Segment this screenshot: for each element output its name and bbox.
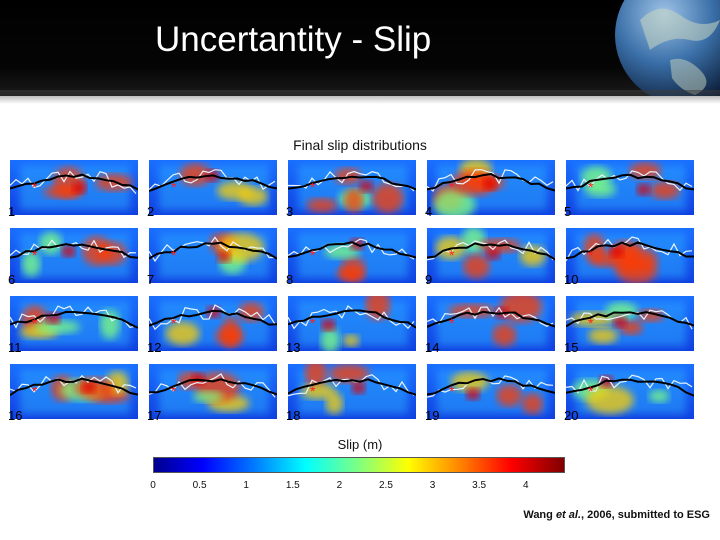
panel-label: 17 <box>147 408 162 423</box>
slide-title: Uncertantity - Slip <box>155 20 432 59</box>
panel-label: 19 <box>425 408 440 423</box>
panel-label: 18 <box>286 408 301 423</box>
asterisk-marker: * <box>449 179 455 195</box>
panel-label: 11 <box>8 340 22 355</box>
slip-panel-20: * <box>566 364 694 419</box>
slip-panel-12: * <box>149 296 277 351</box>
header-divider <box>0 90 720 104</box>
asterisk-marker: * <box>310 247 316 263</box>
slip-panel-16: * <box>10 364 138 419</box>
slip-panel-6: * <box>10 228 138 283</box>
panel-label: 15 <box>564 340 579 355</box>
panel-label: 16 <box>8 408 23 423</box>
panel-label: 6 <box>8 272 16 287</box>
slip-panel-4: * <box>427 160 555 215</box>
slip-panel-14: * <box>427 296 555 351</box>
slip-panel-18: * <box>288 364 416 419</box>
colorbar-tick: 2 <box>336 480 343 491</box>
asterisk-marker: * <box>171 383 177 399</box>
asterisk-marker: * <box>32 247 38 263</box>
globe-icon <box>615 0 720 96</box>
asterisk-marker: * <box>449 247 455 263</box>
citation: Wang et al., 2006, submitted to ESG <box>523 509 710 521</box>
panel-label: 12 <box>147 340 162 355</box>
asterisk-marker: * <box>449 315 455 331</box>
asterisk-marker: * <box>588 247 594 263</box>
colorbar-tick: 2.5 <box>379 480 393 491</box>
slip-panel-7: * <box>149 228 277 283</box>
panel-label: 5 <box>564 204 572 219</box>
asterisk-marker: * <box>310 383 316 399</box>
slip-panel-13: * <box>288 296 416 351</box>
asterisk-marker: * <box>588 315 594 331</box>
panel-label: 4 <box>425 204 433 219</box>
panel-label: 7 <box>147 272 155 287</box>
slip-panel-11: * <box>10 296 138 351</box>
asterisk-marker: * <box>310 179 316 195</box>
slip-distribution-grid: * 1 * 2 * 3 * 4 * 5 * 6 * 7 * 8 * 9 * 10 * 11 * 12 * 13 * 14 * 15 * 16 *… <box>8 160 710 428</box>
panel-label: 20 <box>564 408 579 423</box>
colorbar <box>153 457 565 473</box>
panel-label: 8 <box>286 272 294 287</box>
colorbar-tick: 0.5 <box>192 480 207 491</box>
citation-etal: et al. <box>555 509 582 521</box>
citation-authors: Wang <box>523 509 553 521</box>
panel-label: 14 <box>425 340 440 355</box>
asterisk-marker: * <box>588 383 594 399</box>
colorbar-tick: 0 <box>150 480 156 491</box>
panel-label: 2 <box>147 204 155 219</box>
slide-header: Uncertantity - Slip <box>0 0 720 96</box>
asterisk-marker: * <box>171 179 177 195</box>
asterisk-marker: * <box>171 315 177 331</box>
figure-title: Final slip distributions <box>293 137 427 153</box>
slip-panel-3: * <box>288 160 416 215</box>
slip-panel-17: * <box>149 364 277 419</box>
slip-panel-2: * <box>149 160 277 215</box>
asterisk-marker: * <box>32 315 38 331</box>
panel-label: 13 <box>286 340 301 355</box>
slip-panel-8: * <box>288 228 416 283</box>
asterisk-marker: * <box>171 247 177 263</box>
slip-panel-9: * <box>427 228 555 283</box>
asterisk-marker: * <box>32 383 38 399</box>
slip-panel-19: * <box>427 364 555 419</box>
slip-panel-5: * <box>566 160 694 215</box>
asterisk-marker: * <box>32 179 38 195</box>
panel-label: 9 <box>425 272 433 287</box>
citation-rest: , 2006, submitted to ESG <box>581 509 710 521</box>
slip-panel-1: * <box>10 160 138 215</box>
slip-panel-15: * <box>566 296 694 351</box>
colorbar-tick: 1 <box>243 480 249 491</box>
colorbar-tick: 1.5 <box>285 480 300 491</box>
panel-label: 1 <box>8 204 16 219</box>
slip-panel-10: * <box>566 228 694 283</box>
colorbar-title: Slip (m) <box>337 437 383 452</box>
asterisk-marker: * <box>588 179 594 195</box>
colorbar-tick: 4 <box>522 480 529 491</box>
asterisk-marker: * <box>449 383 455 399</box>
asterisk-marker: * <box>310 315 316 331</box>
panel-label: 10 <box>564 272 579 287</box>
colorbar-tick: 3 <box>429 480 436 491</box>
colorbar-tick: 3.5 <box>472 480 487 491</box>
panel-label: 3 <box>286 204 294 219</box>
